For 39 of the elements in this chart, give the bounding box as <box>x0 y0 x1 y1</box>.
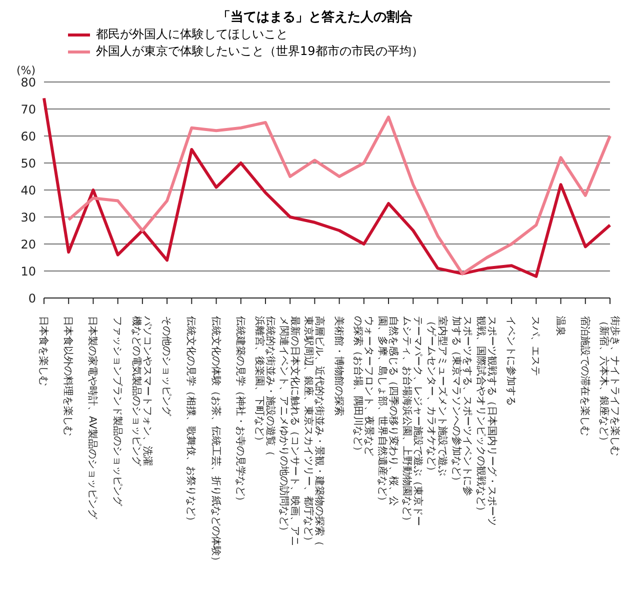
x-tick-label: パソコンやスマートフォン、洗濯機などの電気製品のショッピング <box>130 315 154 467</box>
x-tick-label: ウォーターフロント、夜景などの探索（お台場、隅田川など） <box>352 316 375 456</box>
legend-label: 都民が外国人に体験してほしいこと <box>96 26 288 43</box>
y-tick-label: 30 <box>20 210 36 224</box>
y-tick-label: 10 <box>20 264 36 278</box>
x-tick-label: ファッションブランド製品のショッピング <box>111 316 124 507</box>
y-axis-title: (%) <box>16 64 36 77</box>
y-tick-label: 70 <box>20 102 36 116</box>
line-series <box>42 96 612 278</box>
x-tick-label: 宿泊施設での滞在を楽しむ <box>578 316 591 436</box>
x-tick-label: 街歩き、ナイトライフを楽しむ（新宿、六本木、銀座など） <box>598 316 621 456</box>
x-tick-label: 美術館・博物館の探索 <box>332 316 345 416</box>
x-tick-label: 日本製の家電や時計、AV製品のショッピング <box>86 316 99 520</box>
y-tick-label: 60 <box>20 129 36 144</box>
x-tick-label: 最新の日本文化に触れる（コンサート、映画、アニメ関連イベント、アニメゆかりの地の訪問など） <box>278 316 302 546</box>
x-tick-label: その他のショッピング <box>160 316 173 417</box>
x-tick-label: スポーツをする、スポーツイベントに参加する（東京マラソンへの参加など） <box>450 316 474 496</box>
y-tick-label: 0 <box>28 291 36 306</box>
x-tick-label: 高層ビル、近代的な街並み・景観・建築物の探索（東京駅周辺、銀座、東京スカイツリー、都庁など） <box>302 316 326 546</box>
x-tick-label: テーマパーク、レジャー施設で遊ぶ（東京ドームシティ、お台場海浜公園、上野動物園など） <box>401 316 424 526</box>
legend-label: 外国人が東京で体験したいこと（世界19都市の市民の平均） <box>96 43 424 60</box>
x-tick-label: スポーツ観戦する（日本国内リーグ・スポーツ観戦、国際試合やオリンピックの観戦など） <box>474 316 498 526</box>
x-tick-label: 伝統的な街並み・施設の遊覧（浜離宮、後楽園、下町など） <box>253 316 276 456</box>
x-tick-label: スパ、エステ <box>530 316 541 376</box>
x-tick-label: 伝統建築の見学（神社・お寺の見学など） <box>234 316 246 506</box>
y-tick-label: 50 <box>20 156 36 170</box>
x-tick-label: 日本食以外の料理を楽しむ <box>62 316 74 436</box>
x-tick-label: 伝統文化の体験（お茶、伝統工芸、折り紙などの体験） <box>210 316 222 566</box>
chart-title: 「当てはまる」と答えた人の割合 <box>216 8 414 26</box>
x-tick-label: イベントに参加する <box>505 316 518 406</box>
x-tick-label: 自然を感じる（四季の移り変わり、桜、公園、多摩、島しょ部、世界自然遺産など） <box>376 316 400 506</box>
x-tick-label: 伝統文化の見学（相撲、歌舞伎、お祭りなど） <box>185 316 198 526</box>
x-tick-label: 日本食を楽しむ <box>38 316 50 386</box>
x-tick-label: 温泉 <box>554 316 566 336</box>
y-tick-label: 40 <box>20 183 36 198</box>
y-tick-label: 80 <box>20 75 36 90</box>
line-series <box>67 116 612 276</box>
y-tick-label: 20 <box>20 237 36 252</box>
x-tick-label: 室内型アミューズメント施設で遊ぶ（ゲームセンター、カラオケなど） <box>426 316 449 476</box>
